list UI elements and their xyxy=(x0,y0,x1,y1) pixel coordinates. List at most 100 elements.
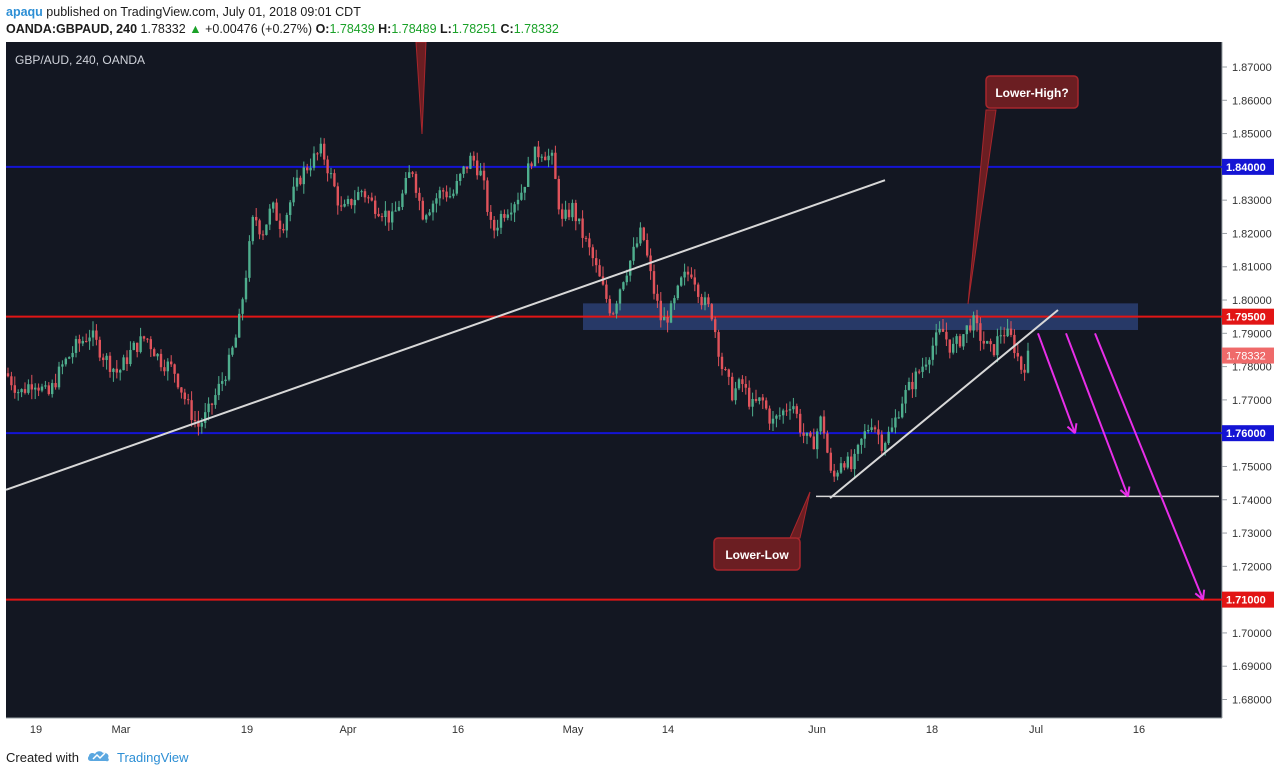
candle-body xyxy=(306,167,309,171)
open-value: 1.78439 xyxy=(329,22,375,36)
price-tick-label: 1.81000 xyxy=(1232,262,1272,274)
candle-body xyxy=(71,352,74,358)
candle-body xyxy=(870,427,873,430)
candle-body xyxy=(387,210,390,223)
candle-body xyxy=(805,432,809,436)
author-link[interactable]: apaqu xyxy=(6,5,43,19)
level-price-label: 1.71000 xyxy=(1226,595,1266,607)
candle-body xyxy=(289,202,292,215)
lower-high-label: Lower-High? xyxy=(995,86,1068,100)
candle-body xyxy=(686,271,690,275)
lower-low-callout[interactable]: Lower-Low xyxy=(713,491,811,571)
candle-body xyxy=(744,384,747,388)
projection-arrow[interactable] xyxy=(1037,332,1078,434)
candle-body xyxy=(20,389,23,393)
candle-body xyxy=(700,296,703,306)
candle-body xyxy=(125,357,129,365)
candle-body xyxy=(853,453,856,470)
candle-body xyxy=(527,163,530,187)
candle-body xyxy=(435,198,438,204)
price-tick-label: 1.80000 xyxy=(1232,295,1272,307)
candle-body xyxy=(224,379,227,382)
candle-body xyxy=(778,415,781,417)
candle-body xyxy=(472,155,475,161)
candle-body xyxy=(533,146,537,167)
candle-body xyxy=(537,146,540,158)
candle-body xyxy=(683,271,686,278)
candle-body xyxy=(890,427,894,432)
price-tick-label: 1.85000 xyxy=(1232,129,1272,141)
time-tick-label: 16 xyxy=(1133,724,1145,736)
ascending-trendline[interactable] xyxy=(5,179,886,491)
candle-body xyxy=(571,202,574,218)
time-tick-label: 14 xyxy=(662,724,674,736)
rising-wedge-trendline[interactable] xyxy=(829,309,1059,499)
time-tick-label: Jun xyxy=(808,724,826,736)
candle-body xyxy=(819,416,822,432)
candle-body xyxy=(523,186,526,193)
candle-body xyxy=(173,364,176,374)
price-chart[interactable]: 1.87000 1.86000 1.85000 1.84000 1.83000 1.820… xyxy=(5,41,1280,738)
candle-body xyxy=(1003,335,1006,337)
tradingview-brand-link[interactable]: TradingView xyxy=(116,750,189,765)
candle-body xyxy=(564,209,567,219)
price-axis[interactable] xyxy=(1222,42,1280,718)
candle-body xyxy=(948,339,951,353)
candle-body xyxy=(1009,328,1013,335)
candle-body xyxy=(139,336,142,352)
candle-body xyxy=(703,297,707,306)
level-price-tag xyxy=(1222,591,1274,608)
candle-body xyxy=(54,383,57,388)
candle-body xyxy=(952,343,955,353)
candle-body xyxy=(680,277,683,286)
candle-body xyxy=(792,406,795,410)
candle-body xyxy=(846,456,849,468)
candle-body xyxy=(336,186,339,206)
projection-arrow[interactable] xyxy=(1065,332,1131,498)
candle-body xyxy=(880,434,883,451)
candle-body xyxy=(782,410,785,416)
time-tick-label: May xyxy=(563,724,584,736)
chart-area[interactable]: 1.87000 1.86000 1.85000 1.84000 1.83000 1.820… xyxy=(5,41,1280,738)
created-with-label: Created with xyxy=(6,750,79,765)
candle-body xyxy=(516,199,520,205)
candle-body xyxy=(520,192,523,200)
candle-body xyxy=(156,353,159,357)
candle-body xyxy=(795,406,798,414)
candle-body xyxy=(340,205,343,207)
candle-body xyxy=(771,418,775,424)
candle-body xyxy=(540,156,543,158)
candle-body xyxy=(363,191,367,198)
candle-body xyxy=(343,203,346,207)
candle-body xyxy=(469,155,472,169)
candle-body xyxy=(605,284,608,299)
candle-body xyxy=(907,381,911,390)
candle-body xyxy=(414,173,418,193)
candle-body xyxy=(761,397,764,401)
lower-low-label: Lower-Low xyxy=(725,548,789,562)
candle-body xyxy=(673,298,676,304)
candle-body xyxy=(61,364,64,367)
candle-body xyxy=(639,227,642,244)
candle-body xyxy=(278,220,282,229)
candle-body xyxy=(163,367,166,372)
price-tick-label: 1.73000 xyxy=(1232,528,1272,540)
candle-body xyxy=(102,357,105,361)
price-change: +0.00476 (+0.27%) xyxy=(205,22,313,36)
candle-body xyxy=(95,330,98,340)
projection-arrow[interactable] xyxy=(1094,332,1206,601)
price-tick-label: 1.78000 xyxy=(1232,362,1272,374)
candle-body xyxy=(663,316,666,321)
candle-body xyxy=(669,303,673,323)
candle-body xyxy=(85,340,88,342)
time-tick-label: 19 xyxy=(241,724,253,736)
time-tick-label: Apr xyxy=(339,724,356,736)
candle-body xyxy=(136,342,139,352)
tradingview-cloud-icon[interactable] xyxy=(87,749,111,766)
candle-body xyxy=(34,387,37,390)
candle-body xyxy=(153,349,156,357)
candle-body xyxy=(326,159,329,174)
lower-high-callout[interactable]: Lower-High? xyxy=(967,75,1079,305)
candle-body xyxy=(550,152,554,156)
candle-body xyxy=(374,200,377,214)
